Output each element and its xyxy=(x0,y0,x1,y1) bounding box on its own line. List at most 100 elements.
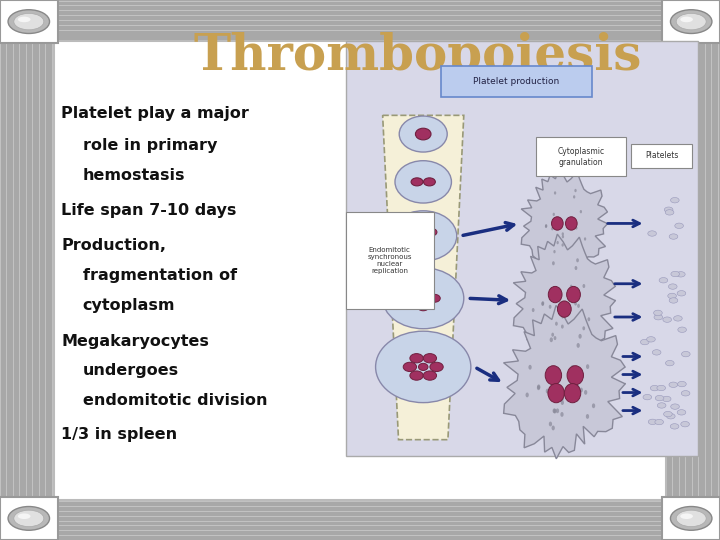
Ellipse shape xyxy=(572,296,575,300)
Ellipse shape xyxy=(553,250,556,253)
Ellipse shape xyxy=(548,383,564,403)
Ellipse shape xyxy=(655,420,664,425)
Text: Platelet play a major: Platelet play a major xyxy=(61,106,249,121)
Ellipse shape xyxy=(584,237,586,241)
Text: fragmentation of: fragmentation of xyxy=(83,268,237,283)
Ellipse shape xyxy=(580,210,582,213)
Ellipse shape xyxy=(576,385,580,390)
Bar xyxy=(662,497,720,540)
Ellipse shape xyxy=(675,223,683,228)
Ellipse shape xyxy=(551,227,554,231)
Ellipse shape xyxy=(681,390,690,396)
Ellipse shape xyxy=(575,189,577,192)
Ellipse shape xyxy=(575,301,577,306)
Ellipse shape xyxy=(537,386,540,390)
Text: hemostasis: hemostasis xyxy=(83,168,185,183)
Ellipse shape xyxy=(592,403,595,408)
Ellipse shape xyxy=(586,414,589,419)
Ellipse shape xyxy=(554,191,557,194)
Ellipse shape xyxy=(560,412,564,417)
Polygon shape xyxy=(521,169,608,276)
Ellipse shape xyxy=(430,362,444,372)
Ellipse shape xyxy=(561,311,564,315)
Ellipse shape xyxy=(548,368,551,373)
Ellipse shape xyxy=(657,386,665,391)
Ellipse shape xyxy=(567,366,583,385)
Bar xyxy=(54,40,666,500)
Ellipse shape xyxy=(648,419,657,424)
Ellipse shape xyxy=(571,365,574,370)
Ellipse shape xyxy=(574,376,577,381)
Text: endomitotic division: endomitotic division xyxy=(83,393,267,408)
Ellipse shape xyxy=(670,198,679,203)
Ellipse shape xyxy=(570,219,572,222)
Ellipse shape xyxy=(406,294,418,302)
Text: Cytoplasmic
granulation: Cytoplasmic granulation xyxy=(557,147,605,166)
Ellipse shape xyxy=(667,293,676,299)
Ellipse shape xyxy=(565,217,577,230)
Ellipse shape xyxy=(419,295,427,301)
Ellipse shape xyxy=(553,409,557,414)
Ellipse shape xyxy=(664,411,672,417)
Ellipse shape xyxy=(572,377,576,382)
Polygon shape xyxy=(382,116,464,440)
Ellipse shape xyxy=(552,217,563,230)
FancyBboxPatch shape xyxy=(441,66,592,97)
Ellipse shape xyxy=(572,224,575,228)
Ellipse shape xyxy=(418,237,428,245)
Ellipse shape xyxy=(18,17,30,22)
Ellipse shape xyxy=(14,510,44,526)
Ellipse shape xyxy=(582,284,585,288)
Ellipse shape xyxy=(423,354,436,363)
Ellipse shape xyxy=(557,241,559,244)
Ellipse shape xyxy=(14,14,44,30)
Ellipse shape xyxy=(577,343,580,348)
Ellipse shape xyxy=(573,195,575,199)
Ellipse shape xyxy=(677,291,685,296)
Ellipse shape xyxy=(562,314,564,319)
Ellipse shape xyxy=(559,309,562,313)
Ellipse shape xyxy=(670,507,712,530)
FancyBboxPatch shape xyxy=(536,137,626,176)
Ellipse shape xyxy=(8,10,50,33)
Polygon shape xyxy=(513,234,616,364)
Ellipse shape xyxy=(561,325,564,329)
Text: role in primary: role in primary xyxy=(83,138,217,153)
Ellipse shape xyxy=(554,387,557,392)
Ellipse shape xyxy=(669,298,678,303)
Ellipse shape xyxy=(570,293,572,297)
Ellipse shape xyxy=(676,510,706,526)
Ellipse shape xyxy=(575,376,579,381)
Ellipse shape xyxy=(549,338,553,342)
Ellipse shape xyxy=(410,228,420,236)
Ellipse shape xyxy=(654,310,662,315)
Ellipse shape xyxy=(552,408,556,413)
Ellipse shape xyxy=(665,210,674,215)
Ellipse shape xyxy=(552,426,555,430)
Ellipse shape xyxy=(659,278,667,283)
Ellipse shape xyxy=(647,336,655,342)
Ellipse shape xyxy=(671,404,680,409)
Ellipse shape xyxy=(552,381,556,386)
Ellipse shape xyxy=(532,308,534,312)
Text: Endomitotic
synchronous
nuclear
replication: Endomitotic synchronous nuclear replicat… xyxy=(367,247,412,274)
Bar xyxy=(662,0,720,43)
Ellipse shape xyxy=(662,396,671,402)
Ellipse shape xyxy=(678,327,686,333)
Ellipse shape xyxy=(670,10,712,33)
Ellipse shape xyxy=(584,390,588,395)
Ellipse shape xyxy=(410,371,423,380)
Ellipse shape xyxy=(652,350,661,355)
Ellipse shape xyxy=(549,305,552,309)
Ellipse shape xyxy=(8,507,50,530)
Ellipse shape xyxy=(577,304,580,308)
Ellipse shape xyxy=(655,395,664,401)
Ellipse shape xyxy=(562,235,564,238)
Ellipse shape xyxy=(678,410,686,415)
Ellipse shape xyxy=(382,268,464,329)
Ellipse shape xyxy=(415,128,431,140)
Ellipse shape xyxy=(665,360,674,366)
Text: Platelet production: Platelet production xyxy=(473,77,559,86)
FancyBboxPatch shape xyxy=(346,212,434,309)
Ellipse shape xyxy=(669,382,678,388)
